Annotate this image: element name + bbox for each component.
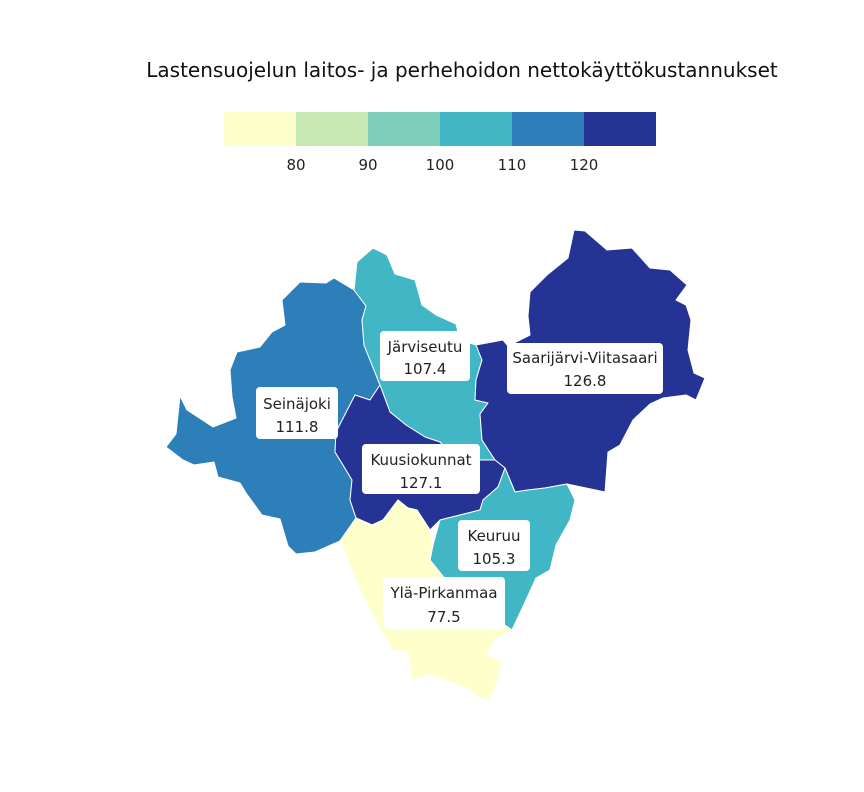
label-saarijarvi-viitasaari: Saarijärvi-Viitasaari 126.8: [507, 343, 663, 394]
legend-tick: 80: [286, 156, 305, 174]
region-labels: Seinäjoki 111.8 Järviseutu 107.4 Saarijä…: [256, 331, 663, 629]
region-name: Järviseutu: [387, 338, 463, 356]
region-name: Kuusiokunnat: [370, 451, 471, 469]
legend-swatch: [368, 112, 440, 146]
label-box: [380, 331, 470, 381]
legend-tick: 90: [358, 156, 377, 174]
label-jarviseutu: Järviseutu 107.4: [380, 331, 470, 381]
region-name: Saarijärvi-Viitasaari: [512, 349, 657, 367]
region-value: 111.8: [276, 418, 319, 436]
legend-swatch: [512, 112, 584, 146]
region-name: Ylä-Pirkanmaa: [389, 584, 497, 602]
legend-swatch: [224, 112, 296, 146]
label-box: [458, 520, 530, 571]
color-legend: 80 90 100 110 120: [224, 112, 656, 174]
map-title: Lastensuojelun laitos- ja perhehoidon ne…: [146, 58, 778, 82]
region-name: Seinäjoki: [263, 395, 331, 413]
legend-tick: 110: [498, 156, 527, 174]
region-name: Keuruu: [467, 527, 520, 545]
label-kuusiokunnat: Kuusiokunnat 127.1: [362, 444, 480, 494]
region-value: 77.5: [427, 608, 460, 626]
legend-tick: 100: [426, 156, 455, 174]
label-box: [256, 387, 338, 439]
label-box: [507, 343, 663, 394]
label-yla-pirkanmaa: Ylä-Pirkanmaa 77.5: [383, 577, 505, 629]
region-value: 107.4: [404, 360, 447, 378]
region-value: 105.3: [473, 550, 516, 568]
label-box: [383, 577, 505, 629]
region-value: 126.8: [564, 372, 607, 390]
label-seinajoki: Seinäjoki 111.8: [256, 387, 338, 439]
legend-swatch: [584, 112, 656, 146]
label-box: [362, 444, 480, 494]
legend-swatch: [440, 112, 512, 146]
legend-swatch: [296, 112, 368, 146]
legend-tick: 120: [570, 156, 599, 174]
region-value: 127.1: [400, 474, 443, 492]
label-keuruu: Keuruu 105.3: [458, 520, 530, 571]
